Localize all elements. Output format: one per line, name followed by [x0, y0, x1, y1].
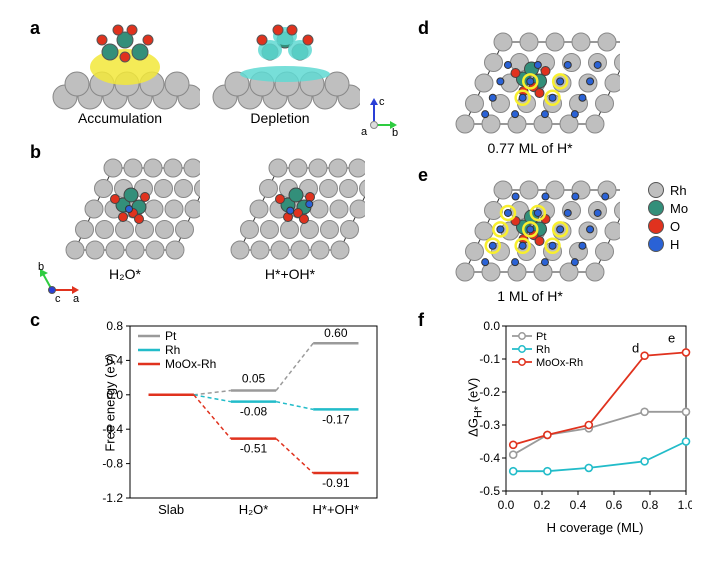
svg-text:c: c — [55, 293, 61, 302]
svg-text:0.2: 0.2 — [534, 498, 551, 512]
svg-text:MoOx-Rh: MoOx-Rh — [536, 357, 583, 369]
panel-f-xlabel: H coverage (ML) — [500, 520, 690, 535]
svg-text:Rh: Rh — [536, 344, 550, 356]
panel-c-chart-svg: -1.2 -0.8 -0.4 0.0 0.4 0.8 Slab H₂O* H*+OH* 0.05 0… — [98, 320, 383, 520]
svg-text:-0.51: -0.51 — [240, 442, 268, 456]
svg-text:Rh: Rh — [165, 343, 180, 357]
svg-text:d: d — [632, 340, 639, 355]
panel-d-label: d — [418, 18, 429, 39]
panel-a-depletion-svg — [210, 22, 360, 112]
panel-f-chart-svg: -0.5 -0.4 -0.3 -0.2 -0.1 0.0 0.0 0.2 0.4 0.6 0.8 1.… — [470, 320, 692, 515]
svg-text:-0.4: -0.4 — [102, 422, 123, 436]
svg-text:-0.17: -0.17 — [322, 412, 350, 426]
svg-text:c: c — [379, 96, 385, 108]
svg-text:a: a — [73, 293, 80, 302]
svg-text:-0.2: -0.2 — [479, 385, 500, 399]
panel-c-label: c — [30, 310, 40, 331]
panel-d-caption: 0.77 ML of H* — [430, 140, 630, 156]
svg-text:MoOx-Rh: MoOx-Rh — [165, 357, 216, 371]
panel-d-svg — [440, 22, 620, 142]
svg-text:a: a — [361, 126, 368, 137]
atom-legend-row: H — [648, 236, 688, 252]
svg-text:1.0: 1.0 — [678, 498, 692, 512]
svg-text:0.0: 0.0 — [483, 320, 500, 333]
panel-b-right-caption: H*+OH* — [205, 266, 375, 282]
svg-text:b: b — [392, 127, 398, 137]
svg-text:-0.4: -0.4 — [479, 451, 500, 465]
svg-text:0.6: 0.6 — [606, 498, 623, 512]
panel-d: 0.77 ML of H* — [440, 22, 640, 162]
atom-legend-row: O — [648, 218, 688, 234]
svg-text:0.8: 0.8 — [642, 498, 659, 512]
panel-e-label: e — [418, 165, 428, 186]
axis-inset-ac: c b a — [360, 95, 400, 137]
svg-text:-1.2: -1.2 — [102, 491, 123, 505]
panel-a-accumulation-svg — [50, 22, 200, 112]
svg-text:0.4: 0.4 — [106, 353, 123, 367]
svg-text:H*+OH*: H*+OH* — [313, 502, 360, 517]
svg-text:-0.3: -0.3 — [479, 418, 500, 432]
panel-b-hoh-svg — [215, 148, 365, 268]
svg-text:0.8: 0.8 — [106, 320, 123, 333]
svg-text:-0.08: -0.08 — [240, 405, 268, 419]
axis-inset-ab: a b c — [38, 260, 82, 302]
panel-a: Accumulation Depletion — [50, 22, 360, 142]
atom-legend-row: Rh — [648, 182, 688, 198]
svg-text:e: e — [668, 331, 675, 346]
svg-text:Slab: Slab — [158, 502, 184, 517]
panel-b-label: b — [30, 142, 41, 163]
panel-e-caption: 1 ML of H* — [430, 288, 630, 304]
svg-text:-0.8: -0.8 — [102, 457, 123, 471]
panel-a-label: a — [30, 18, 40, 39]
panel-c: Free energy (eV) -1.2-0.8-0.40.00.40.8Sl… — [80, 320, 380, 550]
panel-f-label: f — [418, 310, 424, 331]
panel-a-left-caption: Accumulation — [30, 110, 210, 126]
panel-f: ΔGH* (eV) -0.5-0.4-0.3-0.2-0.10.00.00.20… — [460, 320, 700, 560]
svg-text:-0.91: -0.91 — [322, 476, 350, 490]
atom-legend-row: Mo — [648, 200, 688, 216]
atom-legend: Rh Mo OH — [648, 180, 688, 254]
svg-text:Pt: Pt — [165, 329, 177, 343]
svg-text:-0.1: -0.1 — [479, 352, 500, 366]
svg-text:Pt: Pt — [536, 331, 546, 343]
panel-b-h2o-svg — [50, 148, 200, 268]
svg-text:H₂O*: H₂O* — [239, 502, 269, 517]
panel-b: H₂O* H*+OH* — [50, 148, 370, 308]
svg-text:0.4: 0.4 — [570, 498, 587, 512]
panel-a-right-caption: Depletion — [190, 110, 370, 126]
svg-text:0.60: 0.60 — [324, 326, 348, 340]
svg-text:b: b — [38, 261, 44, 273]
svg-text:-0.5: -0.5 — [479, 484, 500, 498]
panel-e: 1 ML of H* — [440, 170, 640, 310]
svg-text:0.05: 0.05 — [242, 372, 266, 386]
panel-e-svg — [440, 170, 620, 290]
svg-text:0.0: 0.0 — [498, 498, 515, 512]
svg-text:0.0: 0.0 — [106, 388, 123, 402]
